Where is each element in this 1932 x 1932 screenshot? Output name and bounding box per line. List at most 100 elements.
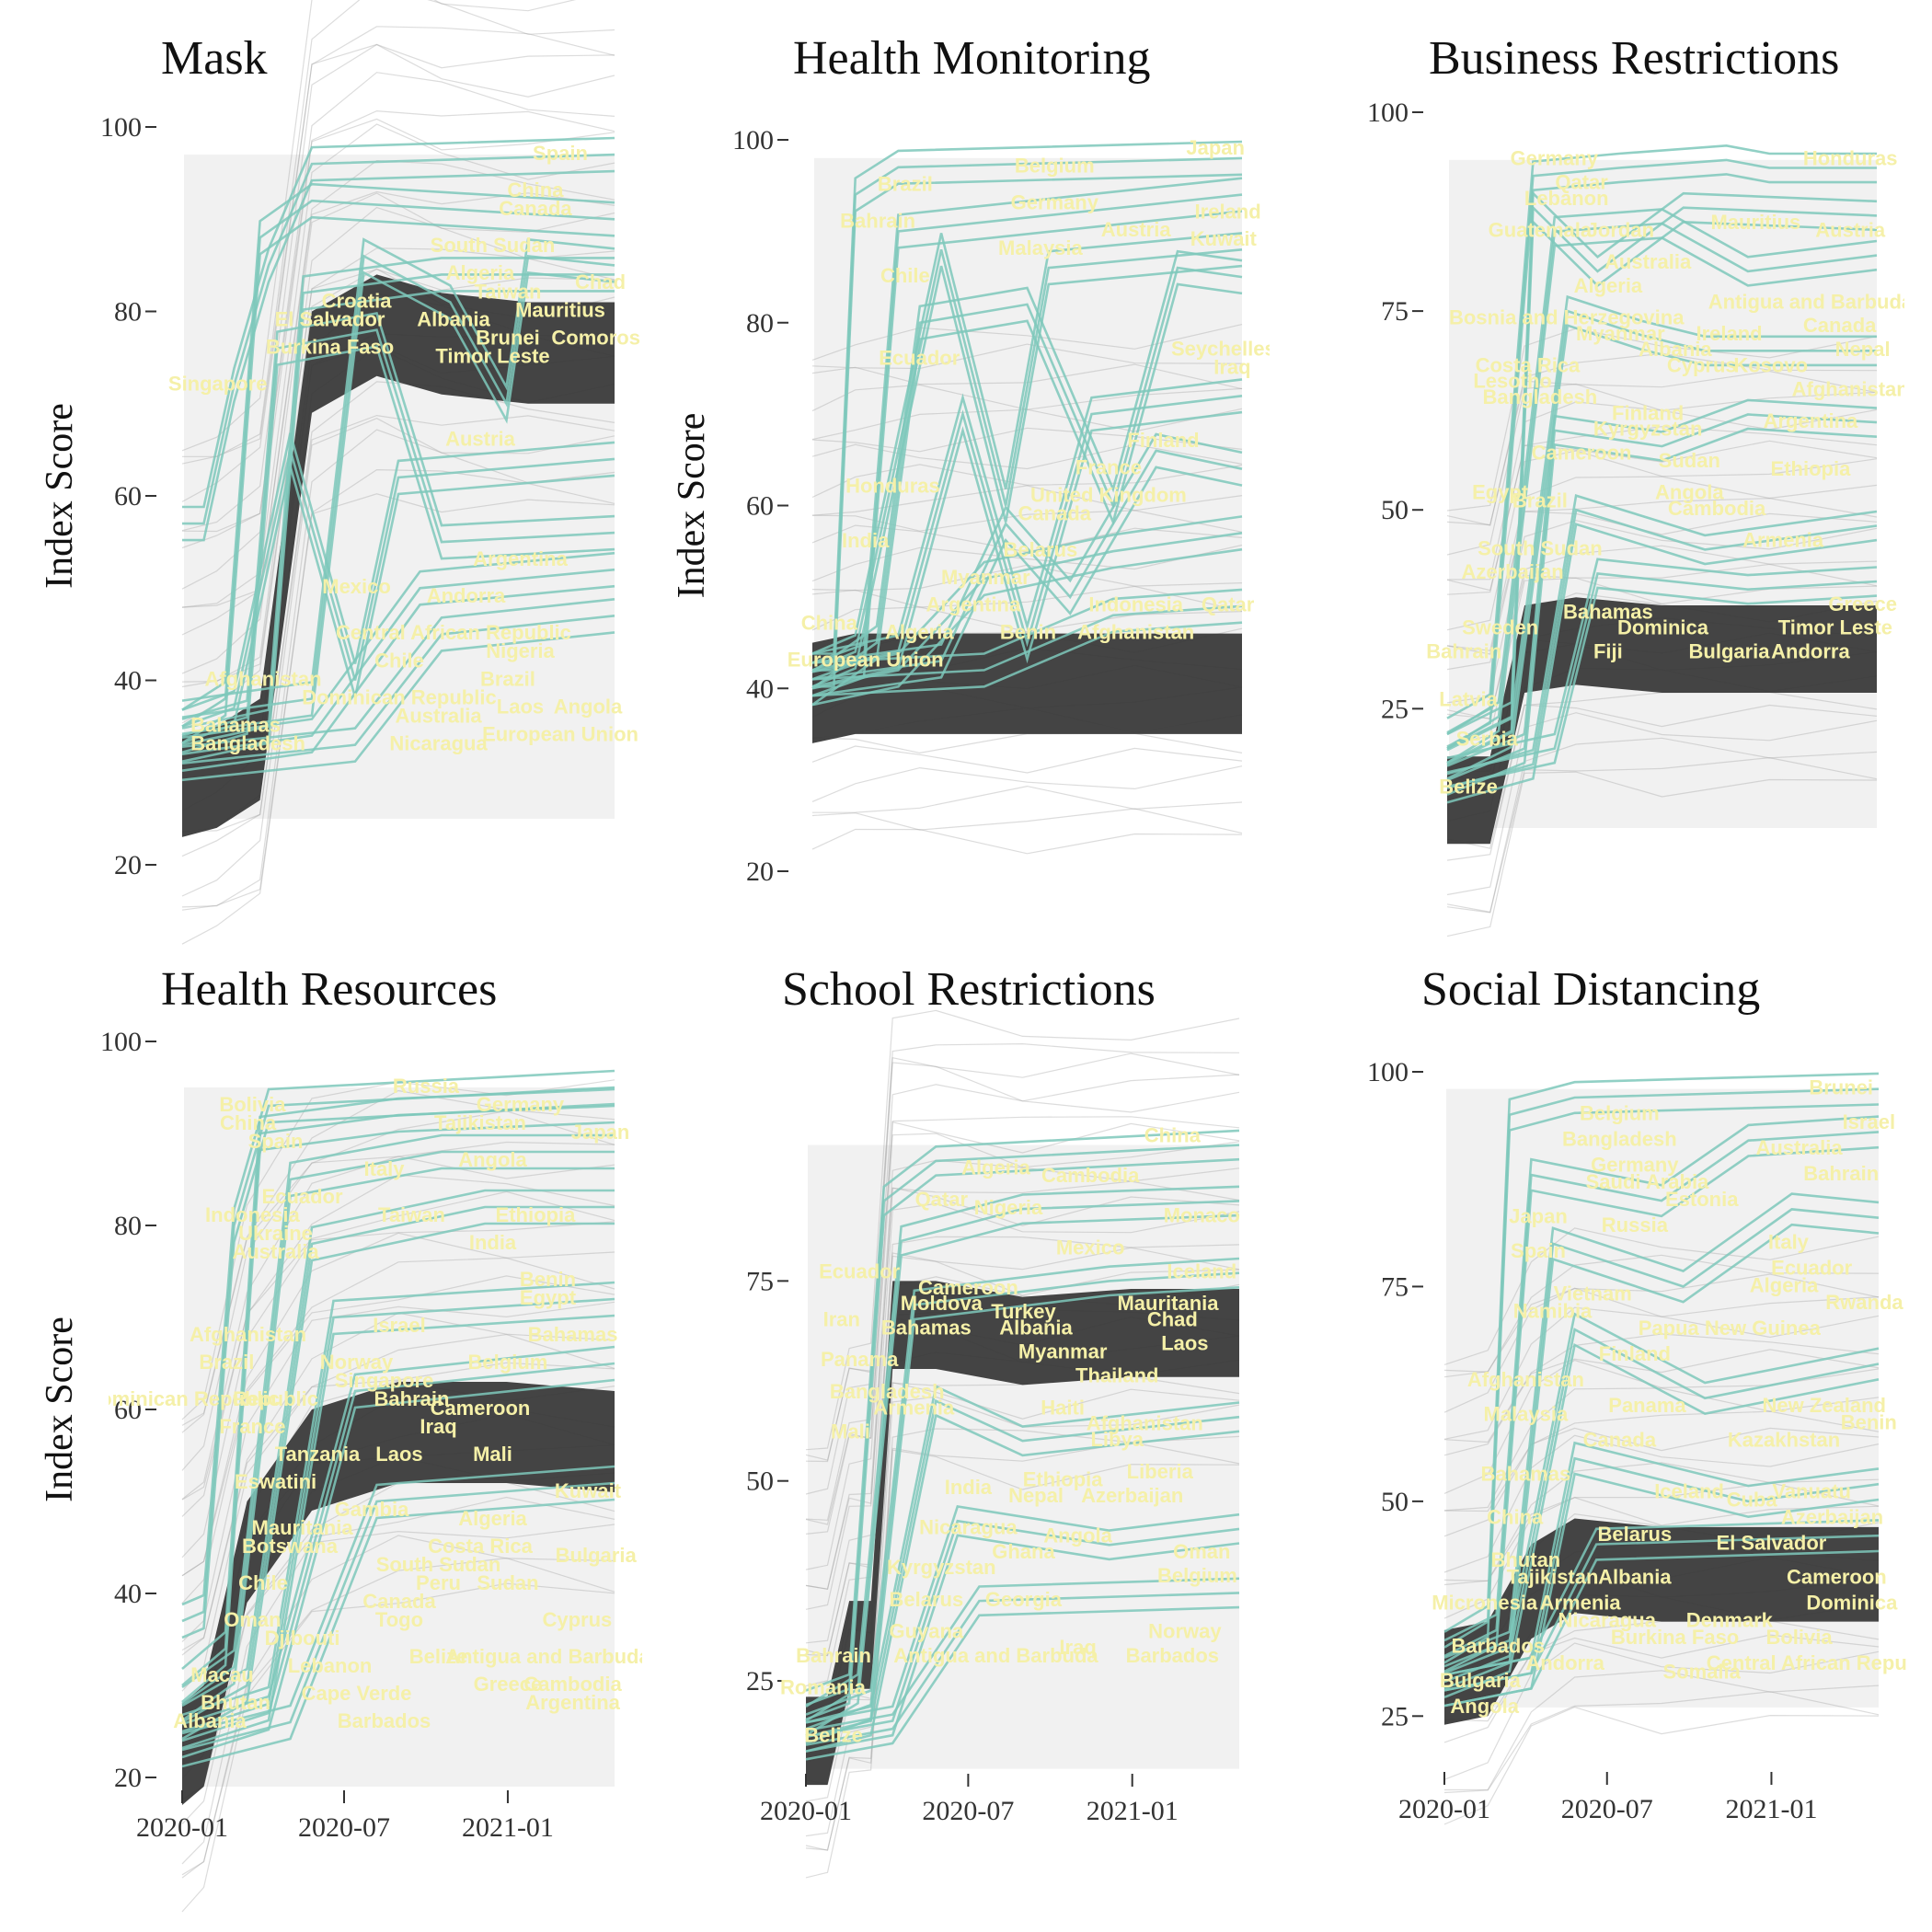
gray-trace [181,1535,615,1876]
gray-trace [1446,383,1878,556]
country-label: Australia [232,1240,319,1263]
country-label: Belize [409,1645,468,1668]
country-label: Antigua and Barbuda [893,1644,1098,1667]
country-label: Japan [571,1121,630,1144]
gray-trace [811,443,1243,470]
gray-trace [1443,1691,1880,1794]
country-label: Afghanistan [1467,1368,1584,1391]
gray-trace [1443,1387,1880,1512]
y-tick-label: 75 [1381,1271,1409,1302]
country-label: Mauritania [1117,1292,1219,1315]
country-label: Brazil [878,173,933,196]
series-line [181,598,615,748]
series-line [181,584,615,772]
country-label: Algeria [1750,1273,1819,1296]
country-label: Andorra [1525,1651,1604,1674]
country-label: Cameroon [1532,442,1632,465]
y-axis-label: Index Score [39,403,81,589]
country-label: Canada [362,1590,436,1613]
gray-trace [811,485,1243,516]
series-line [805,1385,1240,1724]
series-line [805,1505,1240,1724]
country-label: Iraq [420,1415,456,1438]
country-label: Barbados [1452,1634,1545,1657]
country-label: Belize [1439,776,1498,799]
series-line [1446,523,1878,804]
country-label: Estonia [1665,1188,1739,1211]
gray-trace [1443,1427,1880,1537]
series-line [181,1378,615,1759]
gray-trace [181,43,615,532]
gray-trace [181,159,615,608]
gray-trace [181,1141,615,1471]
country-label: Myanmar [1576,322,1665,345]
y-tick-label: 75 [1381,296,1409,327]
series-line [811,588,1243,664]
country-labels: Japan Belgium Brazil Germany Ireland Bahrain A… [788,136,1270,672]
country-label: Dominica [1617,616,1709,639]
country-label: Israel [373,1314,426,1337]
country-label: Nigeria [974,1196,1043,1219]
gray-trace [805,1121,1240,1535]
country-label: Ethiopia [1023,1468,1104,1491]
country-label: Eswatini [235,1470,316,1493]
y-tick-label: 60 [114,1395,142,1425]
country-label: Cyprus [1667,353,1737,376]
gray-trace [811,785,1243,813]
gray-trace [181,1333,615,1656]
country-label: Timor Leste [435,344,549,367]
gray-trace [1443,1642,1880,1780]
country-label: Algeria [1574,274,1643,297]
country-label: Burkina Faso [266,335,394,358]
country-label: Finland [1612,401,1684,424]
country-label: Lesotho [1473,370,1552,393]
country-label: Afghanistan [204,667,321,690]
gray-trace [805,1255,1240,1687]
gray-trace [181,1232,615,1577]
gray-trace [1443,1349,1880,1456]
series-line [1446,413,1878,782]
country-label: Cambodia [523,1673,622,1696]
series-line [1443,1208,1880,1674]
country-label: Canada [1018,501,1092,524]
series-line [811,378,1243,655]
x-tick-label: 2020-07 [1561,1794,1653,1824]
series-line [181,312,615,720]
gray-trace [1443,1227,1880,1365]
series-line [181,1481,615,1752]
x-tick-label: 2021-01 [1725,1794,1817,1824]
country-label: Iran [823,1308,860,1331]
country-label: Azerbaijan [1081,1484,1183,1507]
country-label: Angola [458,1148,527,1171]
country-label: Angola [554,695,623,718]
series-line [181,1314,615,1750]
country-label: Benin [520,1268,576,1291]
panel-title: Health Resources [161,963,497,1016]
series-line [1446,204,1878,750]
country-label: Cuba [1727,1489,1778,1512]
country-label: Belgium [1157,1564,1237,1587]
y-tick-label: 20 [114,1763,142,1793]
country-label: Taiwan [474,280,541,303]
series-line [811,177,1243,664]
gray-trace [1446,352,1878,526]
series-line [1446,427,1878,796]
series-line [1443,1519,1880,1676]
country-label: Belgium [1580,1102,1660,1125]
y-tick-label: 25 [746,1666,774,1696]
series-line [181,449,615,728]
series-line [811,264,1243,688]
country-label: Benin [1000,620,1056,643]
series-line [805,1592,1240,1746]
y-tick-label: 20 [114,850,142,880]
country-label: Kuwait [1190,227,1258,250]
country-label: Ethiopia [496,1203,577,1226]
country-label: India [469,1231,517,1254]
series-line [1446,190,1878,736]
country-label: Panama [821,1348,899,1371]
country-label: Saudi Arabia [1586,1170,1709,1193]
country-label: Bahrain [374,1387,450,1410]
country-label: Australia [1755,1136,1843,1159]
country-label: Iceland [1167,1259,1236,1282]
